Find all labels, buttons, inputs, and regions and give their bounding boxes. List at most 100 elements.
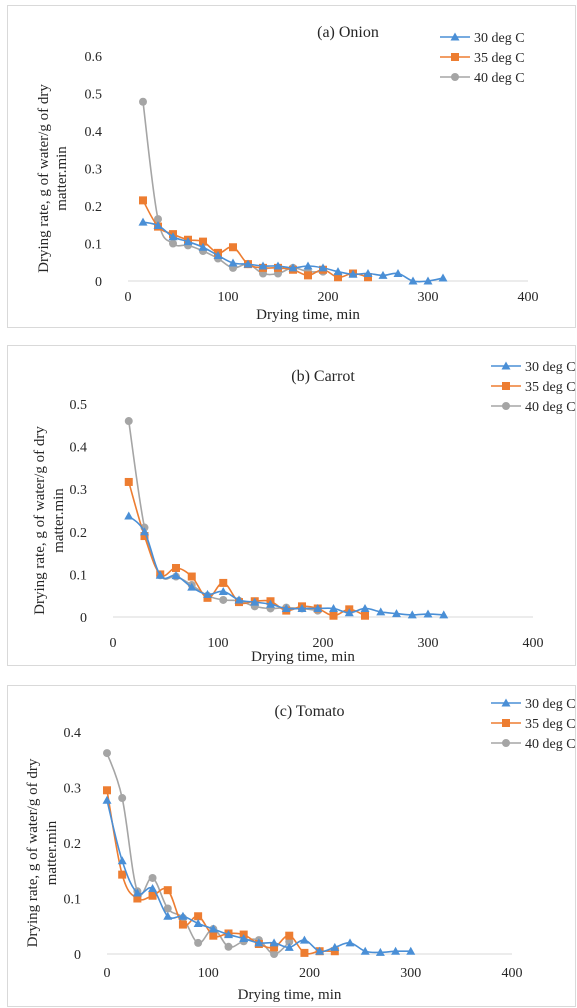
y-tick-label: 0.6 — [85, 50, 103, 65]
chart-title: (a) Onion — [317, 24, 379, 41]
series-30 — [138, 217, 448, 285]
data-point-30 — [344, 608, 354, 617]
data-point-30 — [243, 259, 253, 268]
data-point-30 — [360, 603, 370, 612]
data-point-30 — [269, 938, 279, 947]
legend-label: 30 deg C — [474, 31, 525, 46]
data-point-40 — [224, 942, 233, 951]
y-tick-label: 0.2 — [70, 526, 88, 541]
legend-entry-30: 30 deg C — [491, 697, 576, 712]
x-tick-label: 100 — [218, 290, 239, 305]
x-tick-label: 400 — [518, 290, 539, 305]
data-point-30 — [153, 221, 163, 229]
legend-label: 40 deg C — [525, 737, 576, 752]
x-tick-label: 300 — [418, 290, 439, 305]
legend-entry-30: 30 deg C — [440, 31, 525, 46]
y-tick-label: 0.4 — [70, 441, 88, 456]
data-point-30 — [392, 609, 401, 618]
x-tick-label: 0 — [104, 966, 111, 981]
data-point-30 — [140, 527, 149, 536]
x-axis-label: Drying time, min — [256, 307, 360, 323]
legend-marker — [450, 32, 460, 41]
series-35 — [124, 477, 369, 620]
data-point-30 — [224, 930, 233, 939]
data-point-30 — [315, 946, 325, 955]
data-point-35 — [300, 948, 309, 957]
data-point-40 — [118, 794, 127, 803]
x-axis-label: Drying time, min — [251, 649, 355, 665]
data-point-35 — [103, 786, 111, 795]
series-line-35 — [106, 790, 335, 955]
legend-marker — [502, 739, 510, 747]
data-point-30 — [258, 261, 268, 270]
legend-entry-35: 35 deg C — [491, 717, 576, 732]
data-point-30 — [171, 571, 181, 580]
data-point-35 — [140, 532, 149, 541]
data-point-30 — [345, 938, 355, 947]
data-point-40 — [148, 873, 157, 882]
legend-marker — [501, 361, 511, 370]
data-point-30 — [333, 267, 343, 276]
y-tick-label: 0.1 — [64, 893, 82, 908]
data-point-30 — [408, 276, 418, 285]
data-point-35 — [178, 920, 187, 929]
data-point-35 — [329, 611, 338, 620]
legend-label: 30 deg C — [525, 360, 576, 375]
data-point-30 — [360, 946, 370, 955]
x-tick-label: 300 — [400, 966, 421, 981]
x-tick-label: 400 — [523, 636, 544, 651]
data-point-30 — [439, 610, 449, 619]
data-point-35 — [118, 870, 127, 879]
data-point-35 — [163, 886, 172, 895]
legend-marker — [451, 53, 459, 61]
legend-entry-40: 40 deg C — [440, 71, 525, 86]
x-tick-label: 0 — [110, 636, 117, 651]
data-point-35 — [199, 237, 207, 246]
x-tick-label: 400 — [502, 966, 523, 981]
data-point-40 — [169, 239, 177, 248]
data-point-30 — [213, 251, 223, 259]
data-point-30 — [363, 269, 373, 277]
data-point-30 — [193, 918, 203, 927]
series-line-35 — [127, 481, 366, 617]
legend-entry-30: 30 deg C — [491, 360, 576, 375]
data-point-40 — [270, 950, 279, 958]
legend-marker — [502, 719, 510, 727]
data-point-30 — [178, 911, 188, 920]
data-point-40 — [285, 937, 294, 946]
chart-panel-tomato: (c) Tomato 0 0.1 0.2 0.3 0.4 0 100 200 300 400 Dryi… — [7, 685, 576, 1007]
chart-title: (b) Carrot — [291, 368, 355, 385]
data-point-30 — [303, 261, 313, 270]
legend-label: 30 deg C — [525, 697, 576, 712]
data-point-35 — [361, 611, 369, 620]
y-axis-label: matter.min — [51, 488, 67, 553]
data-point-35 — [364, 273, 372, 282]
x-tick-label: 200 — [318, 290, 339, 305]
data-point-30 — [266, 599, 275, 608]
data-point-30 — [378, 270, 388, 279]
chart-title: (c) Tomato — [274, 703, 344, 720]
data-point-30 — [148, 884, 158, 893]
data-point-30 — [117, 856, 127, 865]
data-point-35 — [270, 943, 279, 952]
x-axis-label: Drying time, min — [238, 987, 342, 1003]
legend-entry-35: 35 deg C — [491, 380, 576, 395]
legend-marker — [451, 73, 459, 81]
y-tick-label: 0.4 — [85, 125, 103, 140]
data-point-35 — [209, 931, 218, 940]
y-tick-label: 0.5 — [85, 88, 103, 103]
y-tick-label: 0 — [80, 611, 87, 626]
data-point-30 — [163, 911, 173, 920]
legend-label: 35 deg C — [525, 717, 576, 732]
data-point-35 — [139, 196, 147, 205]
y-tick-label: 0.3 — [64, 782, 82, 797]
data-point-35 — [330, 947, 339, 956]
data-point-35 — [219, 578, 228, 587]
data-point-30 — [406, 946, 416, 955]
y-axis-label: Drying rate, g of water/g of dry — [36, 84, 52, 273]
data-point-35 — [124, 477, 133, 486]
y-axis-label: Drying rate, g of water/g of dry — [25, 758, 41, 947]
data-point-30 — [313, 603, 323, 612]
data-point-30 — [208, 924, 218, 933]
legend-label: 40 deg C — [525, 400, 576, 415]
